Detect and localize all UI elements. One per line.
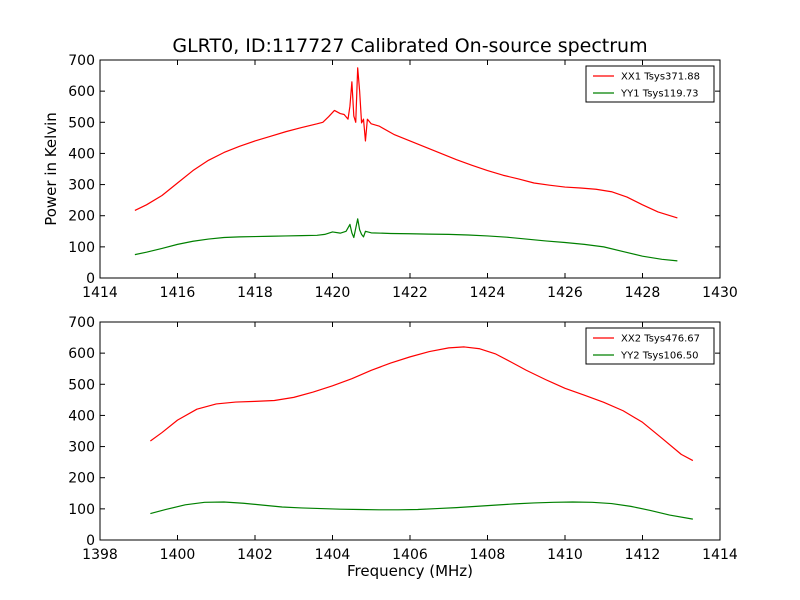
plot-2-xtick-label: 1400 bbox=[160, 547, 196, 563]
plot-1-ytick-label: 100 bbox=[68, 240, 95, 256]
plot-1-xtick-label: 1418 bbox=[237, 285, 273, 301]
plot-1-xtick-label: 1422 bbox=[392, 285, 428, 301]
plot-1-ytick-label: 200 bbox=[68, 209, 95, 225]
plot-1-ytick-label: 400 bbox=[68, 146, 95, 162]
figure-title: GLRT0, ID:117727 Calibrated On-source sp… bbox=[172, 35, 647, 57]
plot-2-xtick-label: 1404 bbox=[315, 547, 351, 563]
plot-2-ytick-label: 500 bbox=[68, 377, 95, 393]
plot-2-xtick-label: 1414 bbox=[702, 547, 738, 563]
plot-1-series-2-line bbox=[134, 218, 678, 262]
plot-2-xtick-label: 1412 bbox=[625, 547, 661, 563]
plot-1-legend-label-2: YY1 Tsys119.73 bbox=[620, 89, 699, 100]
plot-1-legend-label-1: XX1 Tsys371.88 bbox=[621, 72, 700, 83]
plot-1-xtick-label: 1424 bbox=[470, 285, 506, 301]
y-axis-label: Power in Kelvin bbox=[42, 112, 60, 226]
plot-1-ytick-label: 600 bbox=[68, 84, 95, 100]
plot-2-legend-label-1: XX2 Tsys476.67 bbox=[621, 334, 700, 345]
plot-2-legend: XX2 Tsys476.67 YY2 Tsys106.50 bbox=[585, 327, 715, 365]
plot-2-xtick-label: 1398 bbox=[82, 547, 118, 563]
plot-2-ytick-label: 400 bbox=[68, 408, 95, 424]
plot-1-xtick-label: 1416 bbox=[160, 285, 196, 301]
plot-2-xtick-label: 1402 bbox=[237, 547, 273, 563]
plot-2-ytick-label: 700 bbox=[68, 315, 95, 331]
plot-2-ytick-label: 300 bbox=[68, 440, 95, 456]
plot-2-ytick-label: 100 bbox=[68, 502, 95, 518]
plot-2-legend-box bbox=[585, 327, 715, 365]
plot-1-xtick-label: 1430 bbox=[702, 285, 738, 301]
plot-1-series-1-line bbox=[134, 67, 678, 219]
x-axis-label: Frequency (MHz) bbox=[347, 562, 473, 580]
plot-1-ytick-label: 300 bbox=[68, 178, 95, 194]
plot-1-ytick-label: 500 bbox=[68, 115, 95, 131]
plot-1-xtick-label: 1428 bbox=[625, 285, 661, 301]
plot-1-xtick-label: 1414 bbox=[82, 285, 118, 301]
plot-2-xtick-label: 1410 bbox=[547, 547, 583, 563]
plot-2-ytick-label: 0 bbox=[86, 533, 95, 549]
plot-1-legend-box bbox=[585, 65, 715, 103]
plot-2-ytick-label: 600 bbox=[68, 346, 95, 362]
plot-2: 1398 1400 1402 1404 1406 1408 1410 1412 1414 0 100… bbox=[68, 315, 738, 563]
plot-2-xtick-label: 1406 bbox=[392, 547, 428, 563]
plots: 1414 1416 1418 1420 1422 1424 1426 1428 1430 0 100… bbox=[68, 53, 738, 563]
plot-2-xtick-label: 1408 bbox=[470, 547, 506, 563]
plot-2-series-1-line bbox=[150, 346, 694, 462]
plot-2-ytick-label: 200 bbox=[68, 471, 95, 487]
plot-1-xtick-label: 1426 bbox=[547, 285, 583, 301]
plot-1: 1414 1416 1418 1420 1422 1424 1426 1428 1430 0 100… bbox=[68, 53, 738, 301]
plot-1-xtick-label: 1420 bbox=[315, 285, 351, 301]
plot-2-legend-label-2: YY2 Tsys106.50 bbox=[620, 351, 699, 362]
plot-2-series-2-line bbox=[150, 501, 693, 520]
plot-1-legend: XX1 Tsys371.88 YY1 Tsys119.73 bbox=[585, 65, 715, 103]
plot-1-ytick-label: 700 bbox=[68, 53, 95, 69]
plot-1-ytick-label: 0 bbox=[86, 271, 95, 287]
